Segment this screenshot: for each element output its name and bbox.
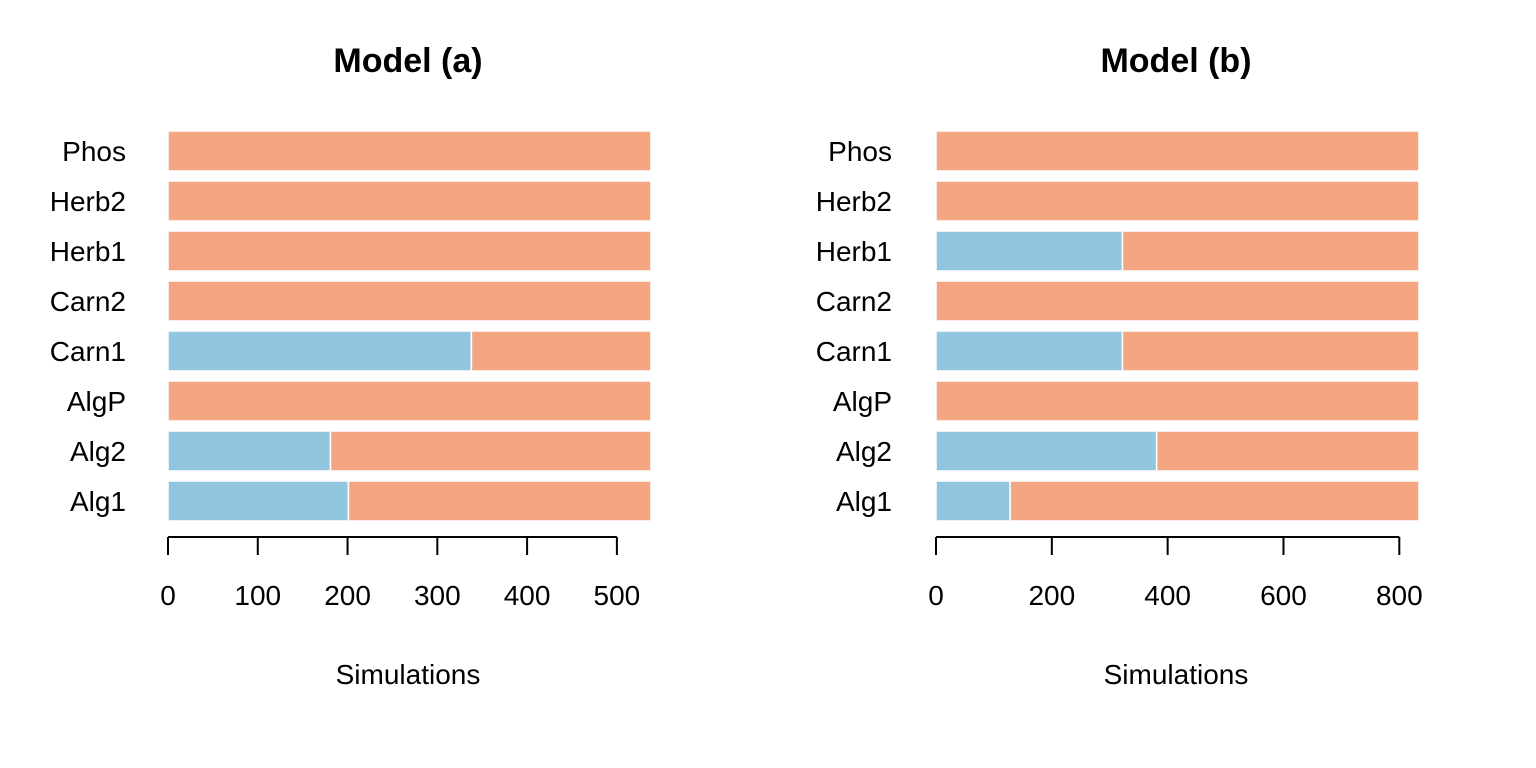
x-tick-label: 0 xyxy=(160,580,176,611)
x-axis: 0 200 400 600 800 xyxy=(928,536,1423,611)
bar-algp-s1 xyxy=(167,380,652,422)
chart-title: Model (a) xyxy=(333,42,482,80)
category-labels: Alg1 Alg2 AlgP Carn1 Carn2 Herb1 Herb2 Phos xyxy=(50,136,126,517)
bar-carn2-s1 xyxy=(167,280,652,322)
bar-carn1-s0 xyxy=(935,330,1124,372)
category-label: Carn1 xyxy=(816,336,892,367)
bar-alg1-s1 xyxy=(1009,480,1420,522)
x-tick-label: 300 xyxy=(414,580,461,611)
bar-herb2-s1 xyxy=(935,180,1420,222)
bar-alg2-s0 xyxy=(167,430,332,472)
bar-alg1-s0 xyxy=(167,480,350,522)
bar-phos-s1 xyxy=(935,130,1420,172)
category-label: Alg1 xyxy=(836,486,892,517)
category-label: AlgP xyxy=(833,386,892,417)
category-label: Carn1 xyxy=(50,336,126,367)
bar-alg2-s1 xyxy=(1155,430,1420,472)
category-labels: Alg1 Alg2 AlgP Carn1 Carn2 Herb1 Herb2 Phos xyxy=(816,136,892,517)
x-tick-label: 200 xyxy=(1028,580,1075,611)
x-axis-label: Simulations xyxy=(336,659,481,690)
bar-alg1-s0 xyxy=(935,480,1011,522)
x-tick-label: 800 xyxy=(1376,580,1423,611)
bar-carn2-s1 xyxy=(935,280,1420,322)
panel-model-a: Model (a) Simulations Alg1 Alg2 AlgP Carn1 C… xyxy=(50,42,652,690)
bar-carn1-s1 xyxy=(470,330,652,372)
bar-herb1-s0 xyxy=(935,230,1124,272)
x-axis-label: Simulations xyxy=(1104,659,1249,690)
bar-carn1-s0 xyxy=(167,330,473,372)
category-label: Herb1 xyxy=(816,236,892,267)
bar-herb2-s1 xyxy=(167,180,652,222)
bars-group xyxy=(935,130,1420,522)
x-axis: 0 100 200 300 400 500 xyxy=(160,536,641,611)
bar-phos-s1 xyxy=(167,130,652,172)
chart-title: Model (b) xyxy=(1100,42,1251,80)
x-tick-label: 400 xyxy=(504,580,551,611)
x-tick-label: 400 xyxy=(1144,580,1191,611)
x-tick-label: 200 xyxy=(324,580,371,611)
x-tick-label: 100 xyxy=(234,580,281,611)
category-label: Phos xyxy=(828,136,892,167)
category-label: Phos xyxy=(62,136,126,167)
x-tick-label: 500 xyxy=(594,580,641,611)
bar-alg2-s0 xyxy=(935,430,1158,472)
category-label: Herb1 xyxy=(50,236,126,267)
bar-algp-s1 xyxy=(935,380,1420,422)
category-label: Alg2 xyxy=(836,436,892,467)
bar-alg1-s1 xyxy=(347,480,652,522)
x-tick-label: 600 xyxy=(1260,580,1307,611)
x-tick-label: 0 xyxy=(928,580,944,611)
category-label: Carn2 xyxy=(816,286,892,317)
panel-model-b: Model (b) Simulations Alg1 Alg2 AlgP Carn1 C… xyxy=(816,42,1423,690)
bar-herb1-s1 xyxy=(1121,230,1420,272)
category-label: Carn2 xyxy=(50,286,126,317)
bar-alg2-s1 xyxy=(329,430,652,472)
bars-group xyxy=(167,130,652,522)
category-label: Alg1 xyxy=(70,486,126,517)
category-label: AlgP xyxy=(67,386,126,417)
bar-herb1-s1 xyxy=(167,230,652,272)
category-label: Herb2 xyxy=(816,186,892,217)
category-label: Alg2 xyxy=(70,436,126,467)
bar-carn1-s1 xyxy=(1121,330,1420,372)
category-label: Herb2 xyxy=(50,186,126,217)
